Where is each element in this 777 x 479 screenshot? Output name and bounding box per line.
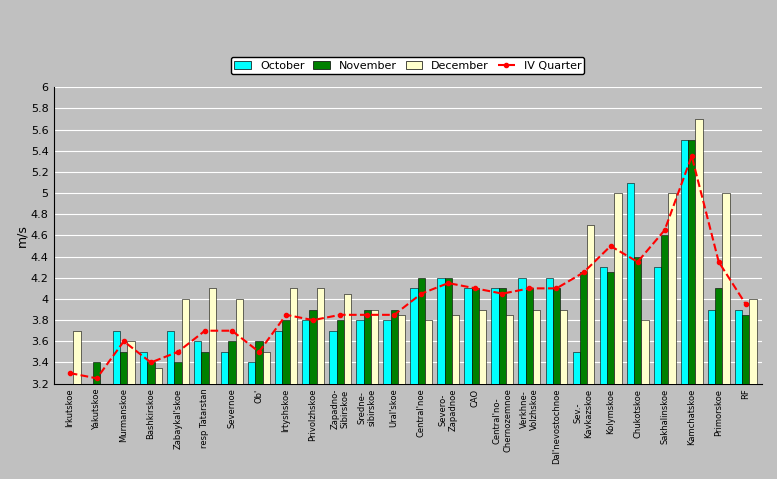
Bar (587, 225, 594, 384)
Bar (275, 331, 282, 384)
Bar (499, 288, 506, 384)
Bar (155, 368, 162, 384)
Bar (371, 309, 378, 384)
Bar (127, 342, 134, 384)
Bar (235, 299, 243, 384)
Bar (661, 236, 668, 384)
Bar (506, 315, 514, 384)
Bar (735, 309, 742, 384)
Bar (695, 119, 702, 384)
Bar (668, 193, 676, 384)
Bar (194, 342, 201, 384)
Bar (174, 363, 182, 384)
Bar (167, 331, 174, 384)
Bar (641, 320, 649, 384)
Bar (742, 315, 750, 384)
Bar (573, 352, 580, 384)
Bar (552, 288, 560, 384)
Bar (417, 278, 425, 384)
Bar (410, 288, 417, 384)
Bar (627, 182, 634, 384)
Bar (66, 384, 73, 394)
Bar (750, 299, 757, 384)
Bar (317, 288, 324, 384)
Bar (73, 331, 81, 384)
Bar (580, 273, 587, 384)
Bar (85, 384, 93, 394)
Bar (391, 309, 398, 384)
Bar (329, 331, 336, 384)
Bar (526, 288, 533, 384)
Bar (491, 288, 499, 384)
Bar (708, 309, 715, 384)
Bar (452, 315, 459, 384)
Bar (533, 309, 540, 384)
Bar (147, 363, 155, 384)
Bar (364, 309, 371, 384)
Bar (723, 193, 730, 384)
Legend: October, November, December, IV Quarter: October, November, December, IV Quarter (231, 57, 584, 74)
Bar (472, 288, 479, 384)
Bar (465, 288, 472, 384)
Bar (290, 288, 297, 384)
Bar (607, 273, 614, 384)
Bar (681, 140, 688, 384)
Bar (208, 288, 216, 384)
Bar (437, 278, 444, 384)
Bar (248, 363, 256, 384)
Y-axis label: m/s: m/s (15, 224, 28, 247)
Bar (201, 352, 208, 384)
Bar (228, 342, 235, 384)
Bar (518, 278, 526, 384)
Bar (343, 294, 351, 384)
Bar (140, 352, 147, 384)
Bar (545, 278, 552, 384)
Bar (256, 342, 263, 384)
Bar (302, 320, 309, 384)
Bar (425, 320, 432, 384)
Bar (356, 320, 364, 384)
Bar (444, 278, 452, 384)
Bar (688, 140, 695, 384)
Bar (93, 363, 100, 384)
Bar (560, 309, 567, 384)
Bar (263, 352, 270, 384)
Bar (282, 320, 290, 384)
Bar (113, 331, 120, 384)
Bar (182, 299, 189, 384)
Bar (120, 352, 127, 384)
Bar (715, 288, 723, 384)
Bar (336, 320, 343, 384)
Bar (479, 309, 486, 384)
Bar (614, 193, 622, 384)
Bar (600, 267, 607, 384)
Bar (398, 315, 405, 384)
Bar (309, 309, 317, 384)
Bar (383, 320, 391, 384)
Bar (221, 352, 228, 384)
Bar (634, 257, 641, 384)
Bar (653, 267, 661, 384)
